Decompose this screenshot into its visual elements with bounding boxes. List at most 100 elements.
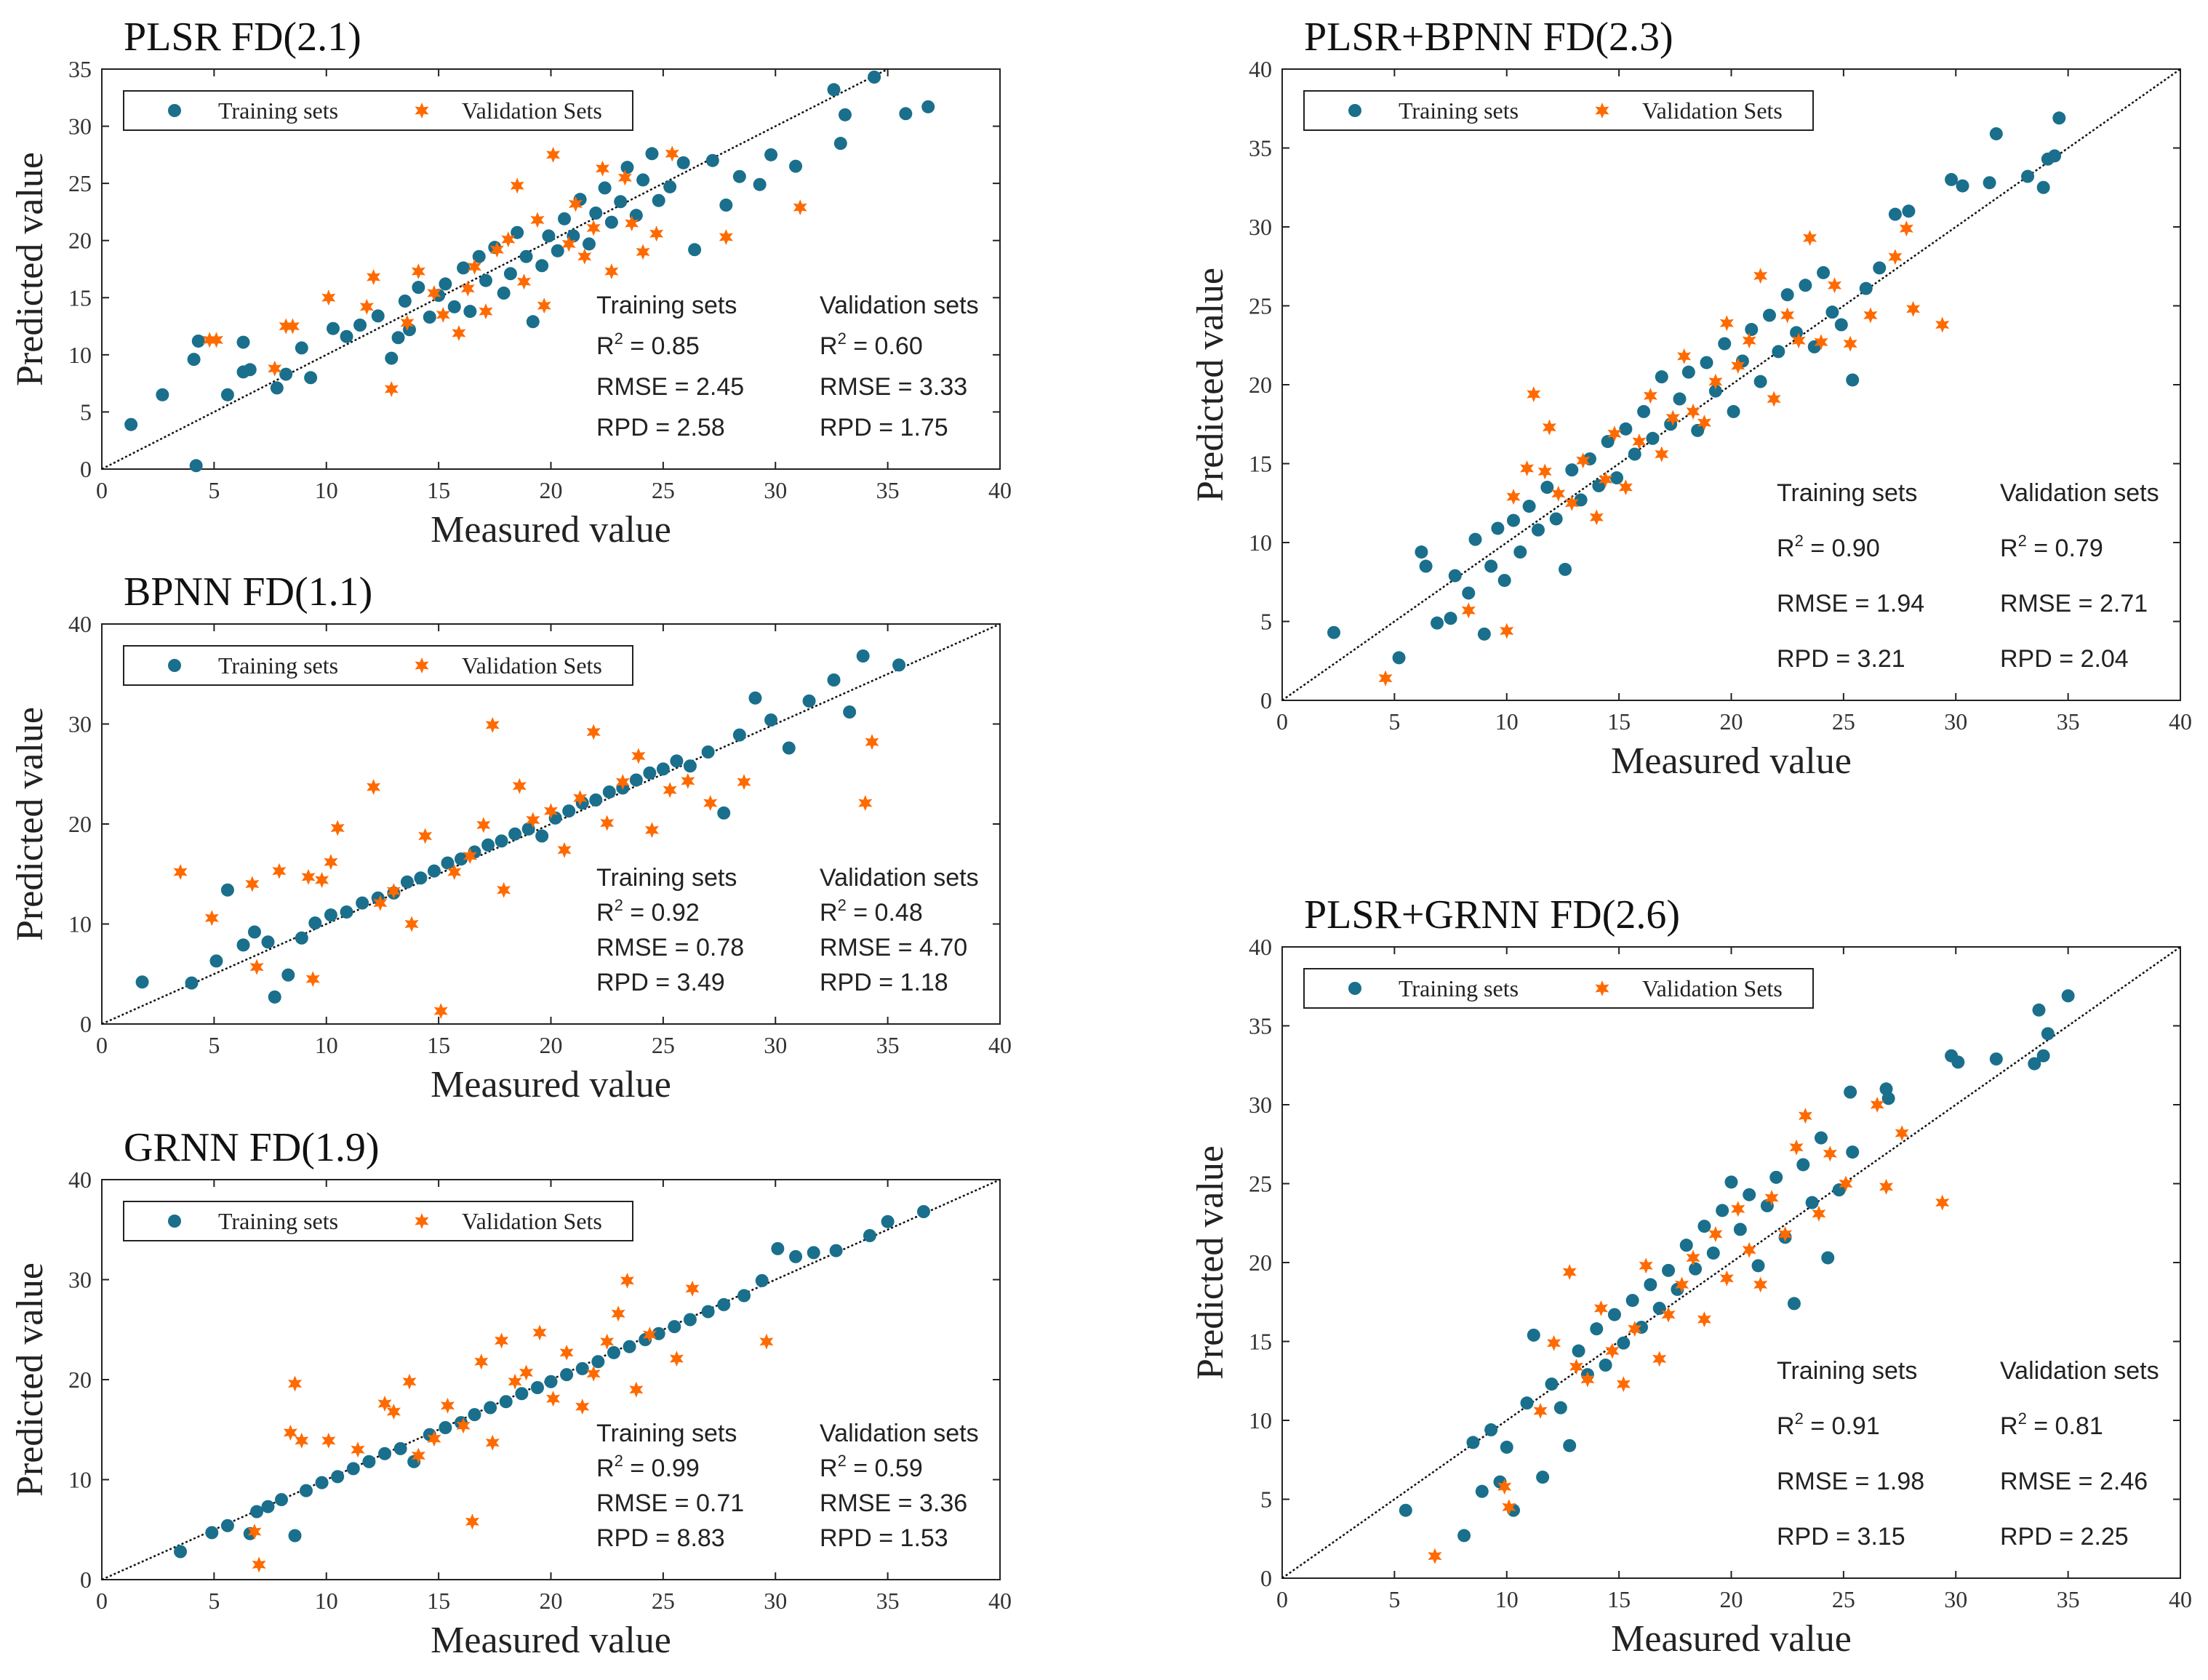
x-tick-label: 40	[988, 1032, 1012, 1058]
validation-point	[642, 1327, 657, 1343]
training-point	[1448, 569, 1462, 583]
training-point	[542, 229, 556, 243]
validation-point	[510, 177, 524, 194]
training-point	[2021, 169, 2035, 183]
y-axis-label: Predicted value	[1190, 268, 1231, 502]
validation-point	[479, 303, 493, 320]
training-point	[1513, 545, 1527, 559]
validation-point	[367, 269, 381, 285]
validation-point	[404, 916, 419, 932]
validation-point	[321, 1432, 336, 1449]
training-point	[1484, 559, 1498, 573]
training-point	[1415, 545, 1428, 559]
training-point	[670, 754, 684, 768]
validation-point	[377, 1396, 392, 1412]
validation-point	[1812, 1205, 1826, 1222]
validation-point	[386, 883, 401, 900]
validation-point	[586, 1365, 601, 1382]
training-point	[340, 329, 353, 343]
x-tick-label: 20	[1720, 1586, 1743, 1612]
validation-point	[1562, 1264, 1577, 1280]
training-point	[270, 381, 284, 395]
validation-point	[649, 225, 664, 242]
stats-training-header: Training sets	[1777, 479, 1917, 507]
training-point	[362, 1455, 376, 1468]
training-point	[1625, 1294, 1639, 1308]
validation-point	[402, 1373, 417, 1390]
legend-training-label: Training sets	[218, 652, 338, 679]
validation-point	[1888, 249, 1903, 265]
stats-validation-r2: R2 = 0.48	[820, 896, 923, 927]
training-point	[1772, 345, 1785, 359]
x-tick-label: 35	[876, 477, 900, 503]
training-point	[589, 207, 603, 220]
x-tick-label: 5	[208, 1032, 220, 1058]
training-point	[1617, 1336, 1631, 1350]
training-point	[717, 1297, 731, 1311]
validation-point	[501, 231, 516, 248]
chart-title: BPNN FD(1.1)	[124, 569, 372, 615]
training-point	[1945, 172, 1959, 186]
stats-training-rpd: RPD = 8.83	[596, 1524, 725, 1552]
training-point	[717, 806, 731, 820]
y-tick-label: 15	[1249, 451, 1272, 477]
training-point	[598, 181, 612, 195]
training-point	[764, 713, 778, 727]
validation-point	[1803, 230, 1817, 247]
stats-validation-r2: R2 = 0.60	[820, 329, 923, 360]
training-point	[393, 1441, 407, 1455]
training-point	[807, 1246, 820, 1260]
validation-point	[460, 280, 475, 297]
validation-point	[1527, 386, 1541, 402]
legend-training-marker	[168, 659, 181, 672]
training-point	[331, 1470, 345, 1484]
validation-point	[367, 779, 381, 796]
x-tick-label: 10	[1495, 708, 1519, 735]
training-point	[629, 773, 643, 787]
x-tick-label: 5	[208, 1588, 220, 1614]
validation-point	[546, 146, 561, 163]
validation-point	[1580, 1371, 1595, 1388]
training-point	[236, 335, 250, 349]
validation-point	[1708, 1225, 1723, 1242]
validation-point	[600, 1333, 615, 1350]
training-point	[484, 1401, 497, 1415]
validation-point	[519, 1364, 534, 1381]
validation-point	[245, 876, 260, 892]
training-point	[1679, 1239, 1693, 1252]
training-point	[455, 852, 468, 866]
x-tick-label: 0	[1276, 708, 1288, 735]
validation-point	[577, 248, 592, 265]
validation-point	[400, 314, 415, 331]
validation-point	[526, 812, 540, 828]
validation-point	[1533, 1403, 1548, 1419]
training-point	[1769, 1170, 1783, 1184]
validation-point	[497, 881, 511, 898]
training-point	[1484, 1423, 1498, 1437]
validation-point	[636, 244, 650, 260]
legend-validation-label: Validation Sets	[462, 97, 602, 124]
x-tick-label: 15	[1607, 1586, 1631, 1612]
training-point	[652, 193, 665, 207]
validation-point	[433, 1003, 448, 1020]
validation-point	[1564, 495, 1579, 511]
training-point	[2028, 1057, 2041, 1071]
x-tick-label: 20	[540, 477, 563, 503]
training-point	[1691, 423, 1705, 437]
training-point	[1733, 1223, 1747, 1236]
training-point	[481, 838, 495, 852]
y-tick-label: 30	[68, 1267, 92, 1293]
training-point	[295, 931, 308, 945]
y-tick-label: 10	[68, 911, 92, 937]
validation-point	[530, 212, 545, 228]
training-point	[607, 1345, 620, 1359]
validation-point	[1618, 479, 1633, 495]
training-point	[1689, 1262, 1703, 1276]
validation-point	[1520, 460, 1535, 476]
y-tick-label: 20	[1249, 1249, 1272, 1276]
training-point	[385, 351, 399, 365]
training-point	[1834, 318, 1848, 332]
validation-point	[321, 289, 336, 306]
training-point	[620, 161, 634, 175]
